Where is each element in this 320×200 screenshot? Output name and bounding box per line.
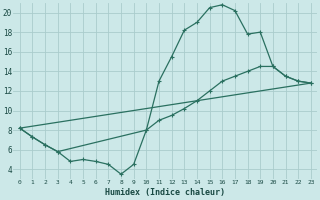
X-axis label: Humidex (Indice chaleur): Humidex (Indice chaleur) (105, 188, 225, 197)
